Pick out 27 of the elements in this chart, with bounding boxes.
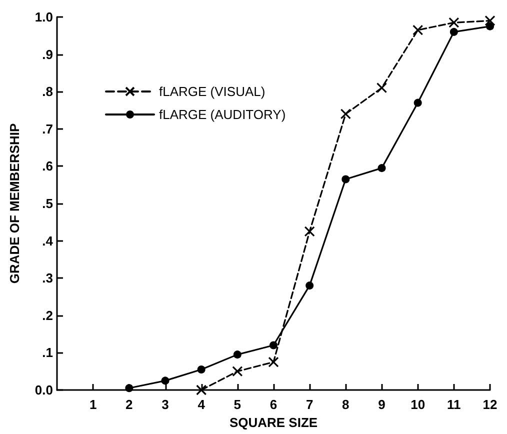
y-tick-label: 1.0 [34,10,53,24]
x-tick-label: 1 [89,397,97,412]
x-tick-label: 7 [306,397,314,412]
y-tick-label: .6 [42,158,53,174]
x-tick-label: 11 [447,397,461,412]
y-tick-label: .9 [42,46,53,62]
y-tick-label: .1 [42,345,53,360]
legend-label: fLARGE (AUDITORY) [159,107,286,122]
legend-label: fLARGE (VISUAL) [159,84,266,99]
x-tick-label: 5 [234,397,242,412]
y-tick-label: .3 [42,270,53,286]
y-tick-label: 0.0 [34,382,53,398]
x-tick-label: 10 [410,397,426,412]
x-axis-title: SQUARE SIZE [229,415,318,430]
y-tick-label: .4 [42,233,54,248]
x-tick-label: 2 [126,397,133,412]
x-tick-label: 12 [482,397,498,412]
x-tick-label: 3 [162,397,169,412]
x-tick-label: 8 [342,397,350,412]
x-tick-label: 6 [270,397,278,412]
y-tick-label: .8 [42,84,53,100]
y-tick-label: .7 [42,121,53,136]
x-tick-label: 4 [198,397,206,412]
y-tick-label: .5 [42,196,53,211]
x-tick-label: 9 [378,397,386,412]
y-axis-title: GRADE OF MEMBERSHIP [7,123,22,284]
y-tick-label: .2 [42,308,53,323]
